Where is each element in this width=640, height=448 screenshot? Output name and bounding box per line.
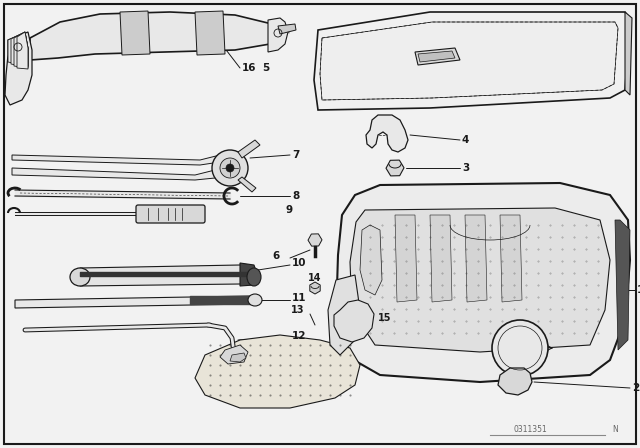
- Polygon shape: [430, 215, 452, 302]
- Text: 9: 9: [285, 205, 292, 215]
- Polygon shape: [238, 177, 256, 192]
- Polygon shape: [360, 225, 382, 295]
- Circle shape: [220, 158, 240, 178]
- Text: 4: 4: [462, 135, 469, 145]
- Text: 14: 14: [308, 273, 322, 283]
- Polygon shape: [12, 155, 225, 165]
- Polygon shape: [238, 140, 260, 158]
- Polygon shape: [220, 345, 248, 364]
- Polygon shape: [8, 32, 28, 66]
- Circle shape: [492, 320, 548, 376]
- Polygon shape: [500, 215, 522, 302]
- Polygon shape: [14, 32, 28, 68]
- Polygon shape: [415, 48, 460, 65]
- Polygon shape: [334, 300, 374, 342]
- Polygon shape: [395, 215, 417, 302]
- Circle shape: [226, 164, 234, 172]
- Polygon shape: [320, 22, 618, 100]
- Polygon shape: [498, 368, 532, 395]
- Text: 15: 15: [378, 313, 392, 323]
- Text: 3: 3: [462, 163, 469, 173]
- Circle shape: [212, 150, 248, 186]
- Text: 5: 5: [262, 63, 269, 73]
- Polygon shape: [240, 263, 258, 286]
- Polygon shape: [11, 32, 28, 67]
- Text: 2: 2: [632, 383, 639, 393]
- Text: 1: 1: [637, 285, 640, 295]
- Text: T: T: [74, 274, 78, 280]
- Polygon shape: [5, 32, 32, 105]
- Text: 8: 8: [292, 191, 300, 201]
- Polygon shape: [615, 220, 630, 350]
- Polygon shape: [12, 168, 220, 180]
- Text: 7: 7: [292, 150, 300, 160]
- Polygon shape: [336, 183, 630, 382]
- Text: 10: 10: [292, 258, 307, 268]
- Polygon shape: [80, 265, 252, 286]
- Polygon shape: [328, 275, 360, 355]
- Text: N: N: [612, 426, 618, 435]
- Ellipse shape: [70, 268, 90, 286]
- Text: 13: 13: [291, 305, 305, 315]
- Text: 12: 12: [292, 331, 307, 341]
- Polygon shape: [418, 51, 455, 62]
- Polygon shape: [314, 12, 630, 110]
- Polygon shape: [15, 296, 252, 308]
- Polygon shape: [350, 208, 610, 352]
- Polygon shape: [465, 215, 487, 302]
- Ellipse shape: [248, 294, 262, 306]
- Polygon shape: [195, 335, 360, 408]
- Ellipse shape: [247, 268, 261, 286]
- Polygon shape: [230, 353, 246, 362]
- FancyBboxPatch shape: [136, 205, 205, 223]
- Text: 6: 6: [273, 251, 280, 261]
- Polygon shape: [366, 115, 408, 152]
- Polygon shape: [625, 12, 632, 95]
- Text: 11: 11: [292, 293, 307, 303]
- Polygon shape: [17, 32, 28, 69]
- Text: 16: 16: [242, 63, 257, 73]
- Text: 0311351: 0311351: [513, 426, 547, 435]
- Polygon shape: [195, 11, 225, 55]
- Polygon shape: [120, 11, 150, 55]
- Polygon shape: [268, 18, 288, 52]
- Polygon shape: [278, 24, 296, 34]
- Polygon shape: [30, 12, 275, 60]
